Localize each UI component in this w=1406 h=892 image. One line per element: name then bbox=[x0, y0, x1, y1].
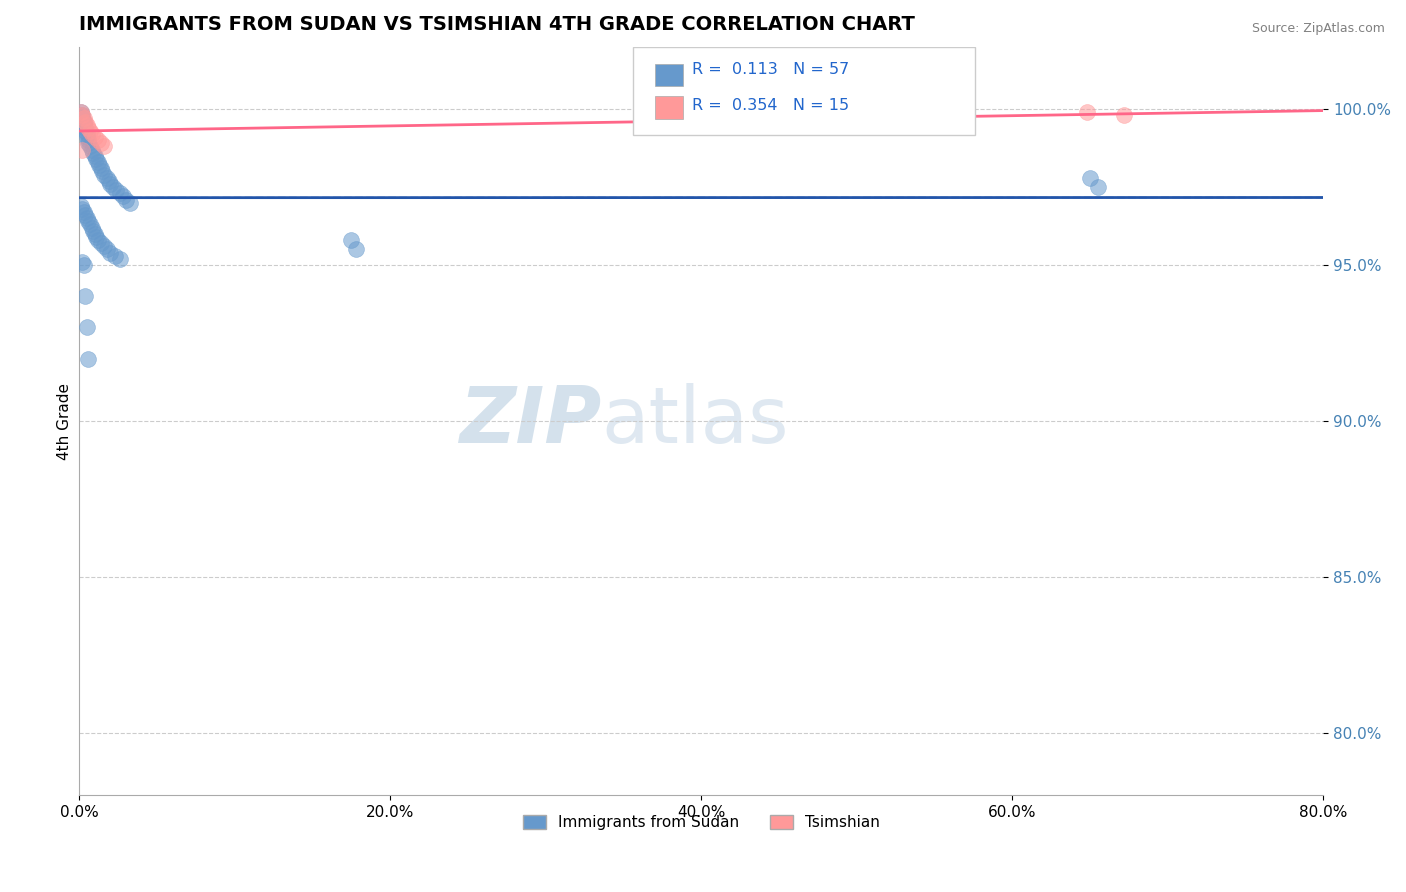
Bar bbox=[655, 64, 682, 87]
Point bbox=[69, 105, 91, 120]
Text: Source: ZipAtlas.com: Source: ZipAtlas.com bbox=[1251, 22, 1385, 36]
Y-axis label: 4th Grade: 4th Grade bbox=[58, 383, 72, 459]
Point bbox=[82, 224, 104, 238]
Point bbox=[114, 193, 136, 207]
Point bbox=[90, 136, 112, 151]
Point bbox=[87, 133, 110, 147]
Point bbox=[90, 236, 112, 251]
Point bbox=[77, 133, 100, 147]
Point bbox=[73, 118, 96, 132]
Point bbox=[80, 143, 103, 157]
Point bbox=[76, 127, 98, 141]
Point bbox=[76, 130, 98, 145]
Point bbox=[83, 227, 105, 241]
Point bbox=[87, 233, 110, 247]
Point bbox=[98, 245, 121, 260]
Point bbox=[75, 120, 97, 135]
Point bbox=[120, 195, 142, 210]
Point bbox=[97, 174, 120, 188]
Point bbox=[70, 143, 93, 157]
Point bbox=[1087, 180, 1109, 194]
Point bbox=[69, 199, 91, 213]
Point bbox=[84, 230, 107, 244]
Point bbox=[69, 105, 91, 120]
Text: IMMIGRANTS FROM SUDAN VS TSIMSHIAN 4TH GRADE CORRELATION CHART: IMMIGRANTS FROM SUDAN VS TSIMSHIAN 4TH G… bbox=[79, 15, 915, 34]
Point bbox=[70, 108, 93, 122]
Text: R =  0.113   N = 57: R = 0.113 N = 57 bbox=[693, 62, 849, 77]
Point bbox=[87, 155, 110, 169]
Point bbox=[98, 177, 121, 191]
Point bbox=[84, 152, 107, 166]
Point bbox=[76, 320, 98, 334]
Point bbox=[83, 130, 105, 145]
Point bbox=[1078, 170, 1101, 185]
Point bbox=[73, 258, 96, 272]
Point bbox=[77, 120, 100, 135]
Point bbox=[77, 351, 100, 366]
Point bbox=[93, 139, 115, 153]
Point bbox=[103, 180, 125, 194]
Text: R =  0.354   N = 15: R = 0.354 N = 15 bbox=[693, 97, 849, 112]
Point bbox=[82, 145, 104, 160]
Point bbox=[344, 243, 367, 257]
Bar bbox=[655, 96, 682, 119]
Point bbox=[1114, 108, 1136, 122]
Point bbox=[70, 202, 93, 216]
Text: atlas: atlas bbox=[602, 383, 789, 459]
Point bbox=[80, 127, 103, 141]
Text: ZIP: ZIP bbox=[460, 383, 602, 459]
Legend: Immigrants from Sudan, Tsimshian: Immigrants from Sudan, Tsimshian bbox=[516, 809, 886, 837]
Point bbox=[90, 161, 112, 176]
Point bbox=[93, 239, 115, 253]
Point bbox=[73, 112, 96, 126]
FancyBboxPatch shape bbox=[633, 46, 974, 135]
Point bbox=[108, 186, 131, 201]
Point bbox=[111, 189, 134, 203]
Point bbox=[75, 289, 97, 303]
Point bbox=[93, 168, 115, 182]
Point bbox=[79, 139, 101, 153]
Point bbox=[73, 205, 96, 219]
Point bbox=[96, 170, 118, 185]
Point bbox=[105, 183, 128, 197]
Point bbox=[89, 158, 111, 172]
Point bbox=[70, 108, 93, 122]
Point bbox=[76, 118, 98, 132]
Point bbox=[70, 255, 93, 269]
Point bbox=[75, 208, 97, 222]
Point bbox=[77, 214, 100, 228]
Point bbox=[340, 233, 363, 247]
Point bbox=[70, 112, 93, 126]
Point bbox=[83, 149, 105, 163]
Point bbox=[108, 252, 131, 266]
Point bbox=[75, 124, 97, 138]
Point bbox=[77, 136, 100, 151]
Point bbox=[80, 220, 103, 235]
Point bbox=[79, 124, 101, 138]
Point bbox=[1076, 105, 1098, 120]
Point bbox=[75, 114, 97, 128]
Point bbox=[73, 114, 96, 128]
Point bbox=[96, 243, 118, 257]
Point bbox=[104, 249, 127, 263]
Point bbox=[79, 218, 101, 232]
Point bbox=[91, 164, 114, 178]
Point bbox=[76, 211, 98, 226]
